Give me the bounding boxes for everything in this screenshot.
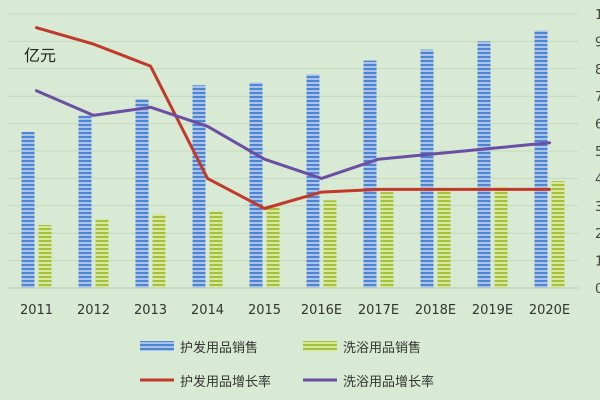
bar-hair-care	[192, 85, 206, 289]
bar-bath	[209, 211, 223, 288]
x-tick-label: 2015	[248, 303, 281, 318]
right-axis-tick: 1	[595, 8, 600, 23]
lines	[35, 26, 551, 210]
right-axis-tick: 1	[595, 255, 600, 270]
bar-hair-care	[21, 131, 35, 288]
legend-label: 护发用品销售	[180, 340, 258, 356]
x-tick-label: 2017E	[358, 303, 399, 318]
legend-label: 洗浴用品增长率	[343, 374, 434, 390]
x-tick-label: 2020E	[529, 303, 570, 318]
bar-hair-care	[363, 60, 377, 288]
right-axis-tick: 2	[595, 227, 600, 242]
right-axis-tick: 9	[595, 35, 600, 50]
bars	[21, 30, 565, 289]
x-tick-label: 2016E	[301, 303, 342, 318]
bar-bath	[494, 186, 508, 288]
legend-label: 护发用品增长率	[180, 374, 271, 390]
line-hair-care-growth	[35, 26, 551, 210]
legend-swatch	[303, 341, 337, 351]
right-axis-tick: 8	[595, 63, 600, 78]
bar-hair-care	[249, 82, 263, 288]
bar-hair-care	[135, 98, 149, 288]
bar-bath	[95, 219, 109, 288]
right-axis-tick: 6	[595, 118, 600, 133]
bar-hair-care	[78, 115, 92, 288]
x-tick-label: 2019E	[472, 303, 513, 318]
bar-bath	[380, 192, 394, 288]
right-axis-tick: 4	[595, 172, 600, 187]
right-axis-tick: 7	[595, 90, 600, 105]
axes: 0 1 2 3 4 5 6 7 8 9 1 2011 2012 2013 2014 2015 2016E 2017…	[8, 8, 600, 318]
x-tick-label: 2018E	[415, 303, 456, 318]
bar-bath	[551, 181, 565, 288]
x-tick-label: 2013	[134, 303, 167, 318]
bar-bath	[38, 224, 52, 288]
line-bath-growth	[35, 89, 551, 180]
bar-bath	[323, 200, 337, 288]
legend-label: 洗浴用品销售	[343, 340, 421, 356]
right-axis-tick: 0	[595, 282, 600, 297]
bar-hair-care	[306, 74, 320, 288]
unit-label: 亿元	[24, 46, 56, 65]
right-axis-tick: 3	[595, 200, 600, 215]
bar-bath	[152, 214, 166, 288]
bar-bath	[437, 189, 451, 288]
x-tick-label: 2014	[191, 303, 224, 318]
gridlines	[8, 13, 578, 262]
right-axis-tick: 5	[595, 145, 600, 160]
legend-swatch	[140, 341, 174, 351]
x-tick-label: 2012	[77, 303, 110, 318]
bar-hair-care	[477, 41, 491, 289]
bar-hair-care	[534, 30, 548, 288]
bar-hair-care	[420, 49, 434, 289]
x-tick-label: 2011	[20, 303, 53, 318]
bar-bath	[266, 205, 280, 288]
